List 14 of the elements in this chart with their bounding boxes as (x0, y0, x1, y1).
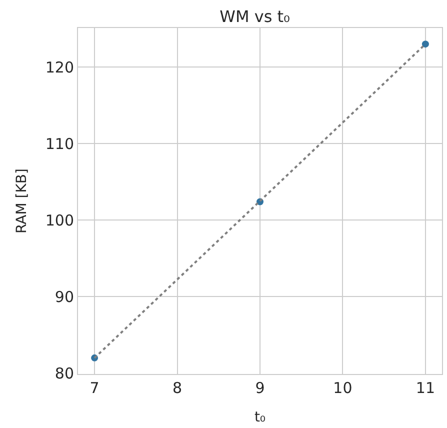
chart-title: WM vs t₀ (220, 6, 290, 26)
x-tick-label: 9 (255, 379, 265, 397)
x-tick-label: 8 (172, 379, 182, 397)
y-tick-label: 80 (54, 364, 74, 382)
y-tick-label: 120 (45, 58, 74, 76)
x-tick-label: 11 (416, 379, 435, 397)
point (422, 40, 429, 48)
y-tick-label: 110 (45, 134, 74, 153)
y-axis-title: RAM [KB] (14, 168, 30, 234)
x-tick-label: 7 (90, 379, 100, 397)
y-tick-label: 100 (45, 211, 74, 230)
y-tick-label: 90 (54, 288, 74, 306)
x-tick-label: 10 (333, 379, 352, 397)
x-axis-title: t₀ (254, 409, 266, 426)
